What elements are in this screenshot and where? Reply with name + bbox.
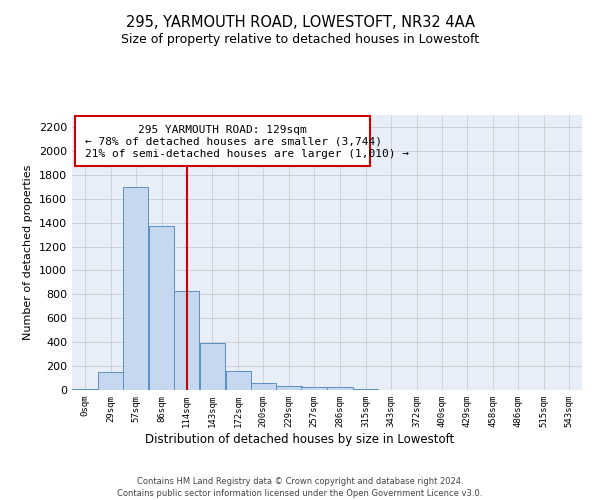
- Bar: [226, 371, 251, 390]
- Bar: [174, 291, 199, 390]
- Bar: [251, 383, 276, 390]
- Bar: [200, 344, 225, 390]
- Text: Size of property relative to detached houses in Lowestoft: Size of property relative to detached ho…: [121, 32, 479, 46]
- Y-axis label: Number of detached properties: Number of detached properties: [23, 165, 34, 340]
- Bar: [72, 389, 98, 390]
- Text: Distribution of detached houses by size in Lowestoft: Distribution of detached houses by size …: [145, 432, 455, 446]
- Text: Contains public sector information licensed under the Open Government Licence v3: Contains public sector information licen…: [118, 489, 482, 498]
- Text: 295, YARMOUTH ROAD, LOWESTOFT, NR32 4AA: 295, YARMOUTH ROAD, LOWESTOFT, NR32 4AA: [125, 15, 475, 30]
- Text: Contains HM Land Registry data © Crown copyright and database right 2024.: Contains HM Land Registry data © Crown c…: [137, 478, 463, 486]
- Bar: [301, 387, 327, 390]
- Text: 295 YARMOUTH ROAD: 129sqm: 295 YARMOUTH ROAD: 129sqm: [138, 124, 307, 134]
- Bar: [149, 226, 175, 390]
- Text: 21% of semi-detached houses are larger (1,010) →: 21% of semi-detached houses are larger (…: [85, 150, 409, 160]
- Bar: [98, 372, 124, 390]
- Bar: [277, 386, 302, 390]
- Bar: [327, 387, 353, 390]
- Bar: [123, 186, 148, 390]
- FancyBboxPatch shape: [74, 116, 370, 166]
- Text: ← 78% of detached houses are smaller (3,744): ← 78% of detached houses are smaller (3,…: [85, 137, 382, 147]
